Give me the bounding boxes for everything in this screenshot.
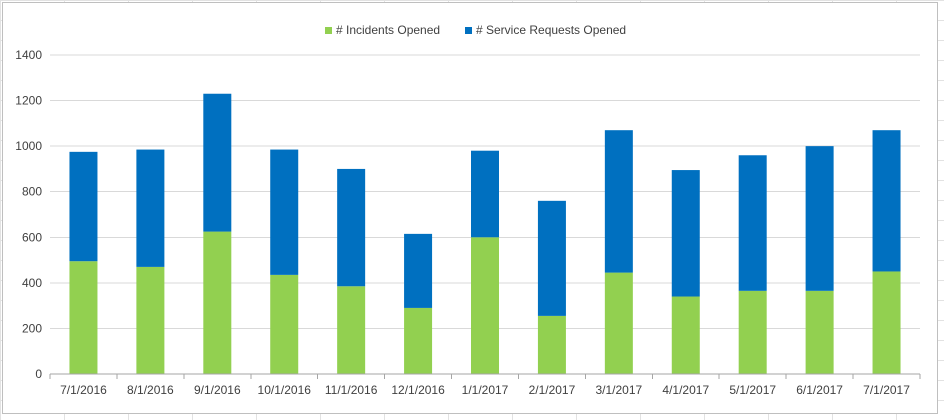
x-tick-label: 8/1/2016 [127, 383, 174, 397]
x-tick-label: 9/1/2016 [194, 383, 241, 397]
x-tick-label: 4/1/2017 [662, 383, 709, 397]
bar-service-requests-opened[interactable] [69, 151, 98, 262]
bar-incidents-opened[interactable] [337, 286, 366, 374]
legend-swatch [325, 27, 332, 34]
bar-service-requests-opened[interactable] [404, 233, 433, 308]
x-axis-tick-labels: 7/1/2016 8/1/2016 9/1/2016 10/1/2016 11/1/20… [60, 383, 910, 397]
x-tick-label: 3/1/2017 [595, 383, 642, 397]
bar-service-requests-opened[interactable] [136, 149, 165, 267]
bar-incidents-opened[interactable] [404, 307, 433, 374]
x-tick-label: 7/1/2016 [60, 383, 107, 397]
bar-incidents-opened[interactable] [270, 274, 299, 374]
bar-service-requests-opened[interactable] [337, 168, 366, 287]
bar-incidents-opened[interactable] [805, 290, 834, 374]
bar-service-requests-opened[interactable] [671, 170, 700, 297]
bar-incidents-opened[interactable] [136, 266, 165, 374]
y-tick-label: 200 [22, 321, 42, 335]
y-axis-tick-labels: 0 200 400 600 800 1000 1200 1400 [15, 48, 42, 381]
y-tick-label: 600 [22, 230, 42, 244]
bar-incidents-opened[interactable] [872, 271, 901, 374]
chart-area[interactable]: # Incidents Opened # Service Requests Ope… [2, 2, 938, 414]
y-tick-label: 1200 [15, 94, 42, 108]
bar-service-requests-opened[interactable] [471, 150, 499, 238]
bar-incidents-opened[interactable] [738, 290, 767, 374]
bar-service-requests-opened[interactable] [537, 200, 566, 316]
x-tick-label: 11/1/2016 [325, 383, 378, 397]
legend-label: # Incidents Opened [336, 23, 440, 37]
legend-label: # Service Requests Opened [476, 23, 626, 37]
bar-service-requests-opened[interactable] [203, 93, 232, 232]
y-tick-label: 0 [35, 367, 42, 381]
x-tick-label: 6/1/2017 [796, 383, 843, 397]
bar-service-requests-opened[interactable] [604, 130, 633, 273]
x-tick-label: 5/1/2017 [729, 383, 776, 397]
y-tick-label: 400 [22, 276, 42, 290]
bars [69, 93, 901, 374]
legend-swatch [465, 27, 472, 34]
stacked-bar-chart: # Incidents Opened # Service Requests Ope… [15, 23, 921, 397]
bar-service-requests-opened[interactable] [872, 130, 901, 272]
x-tick-label: 2/1/2017 [529, 383, 576, 397]
bar-incidents-opened[interactable] [537, 315, 566, 374]
bar-service-requests-opened[interactable] [805, 146, 834, 291]
y-tick-label: 1000 [15, 139, 42, 153]
x-axis [49, 373, 921, 379]
chart-legend[interactable]: # Incidents Opened # Service Requests Ope… [325, 23, 626, 37]
x-tick-label: 12/1/2016 [391, 383, 445, 397]
bar-service-requests-opened[interactable] [738, 155, 767, 291]
x-tick-label: 1/1/2017 [462, 383, 509, 397]
y-tick-label: 1400 [15, 48, 42, 62]
bar-incidents-opened[interactable] [69, 261, 98, 374]
y-tick-label: 800 [22, 185, 42, 199]
x-tick-label: 10/1/2016 [258, 383, 312, 397]
bar-incidents-opened[interactable] [671, 296, 700, 374]
bar-incidents-opened[interactable] [604, 272, 633, 374]
bar-service-requests-opened[interactable] [270, 149, 299, 275]
x-tick-label: 7/1/2017 [863, 383, 910, 397]
bar-incidents-opened[interactable] [203, 231, 232, 374]
bar-incidents-opened[interactable] [471, 237, 499, 374]
